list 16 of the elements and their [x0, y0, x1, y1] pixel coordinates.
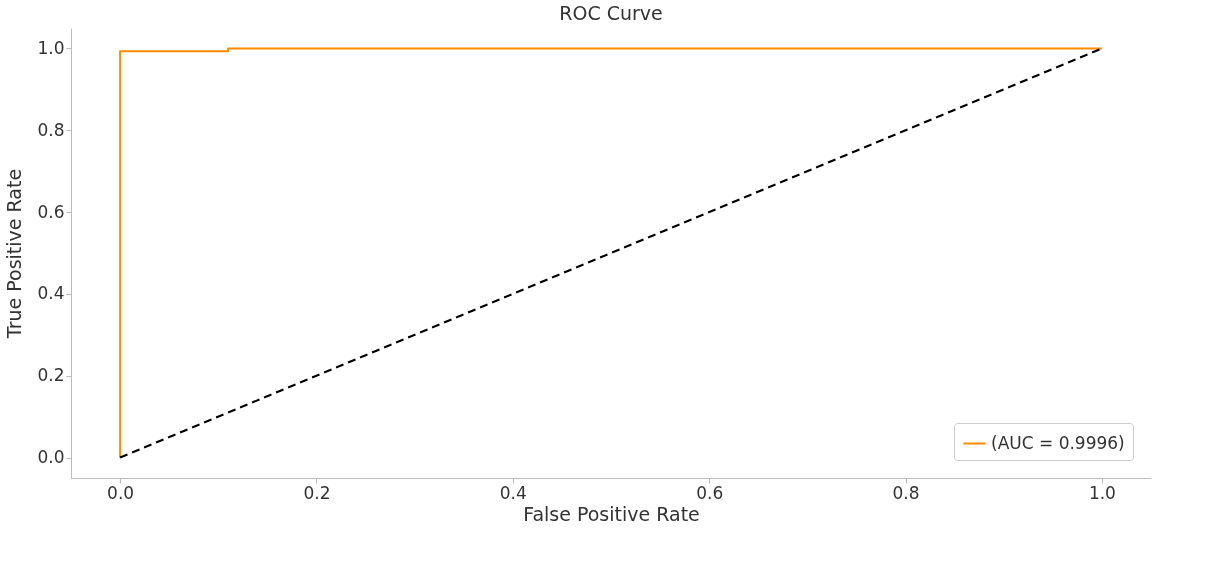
legend-label: (AUC = 0.9996)	[991, 432, 1125, 453]
y-tick-label: 0.2	[37, 365, 65, 386]
x-tick-label: 0.4	[499, 482, 527, 503]
x-tick-label: 0.6	[696, 482, 724, 503]
x-tick-label: 1.0	[1088, 482, 1116, 503]
y-axis-title: True Positive Rate	[3, 168, 26, 340]
x-axis-title: False Positive Rate	[523, 502, 700, 525]
y-tick-label: 0.6	[37, 201, 65, 222]
y-tick-label: 0.4	[37, 283, 65, 304]
y-tick-label: 0.8	[37, 119, 65, 140]
x-tick-label: 0.0	[107, 482, 135, 503]
y-tick-label: 1.0	[37, 37, 65, 58]
x-tick-label: 0.2	[303, 482, 331, 503]
chart-title: ROC Curve	[559, 2, 663, 24]
y-tick-label: 0.0	[37, 447, 65, 468]
x-tick-label: 0.8	[892, 482, 920, 503]
